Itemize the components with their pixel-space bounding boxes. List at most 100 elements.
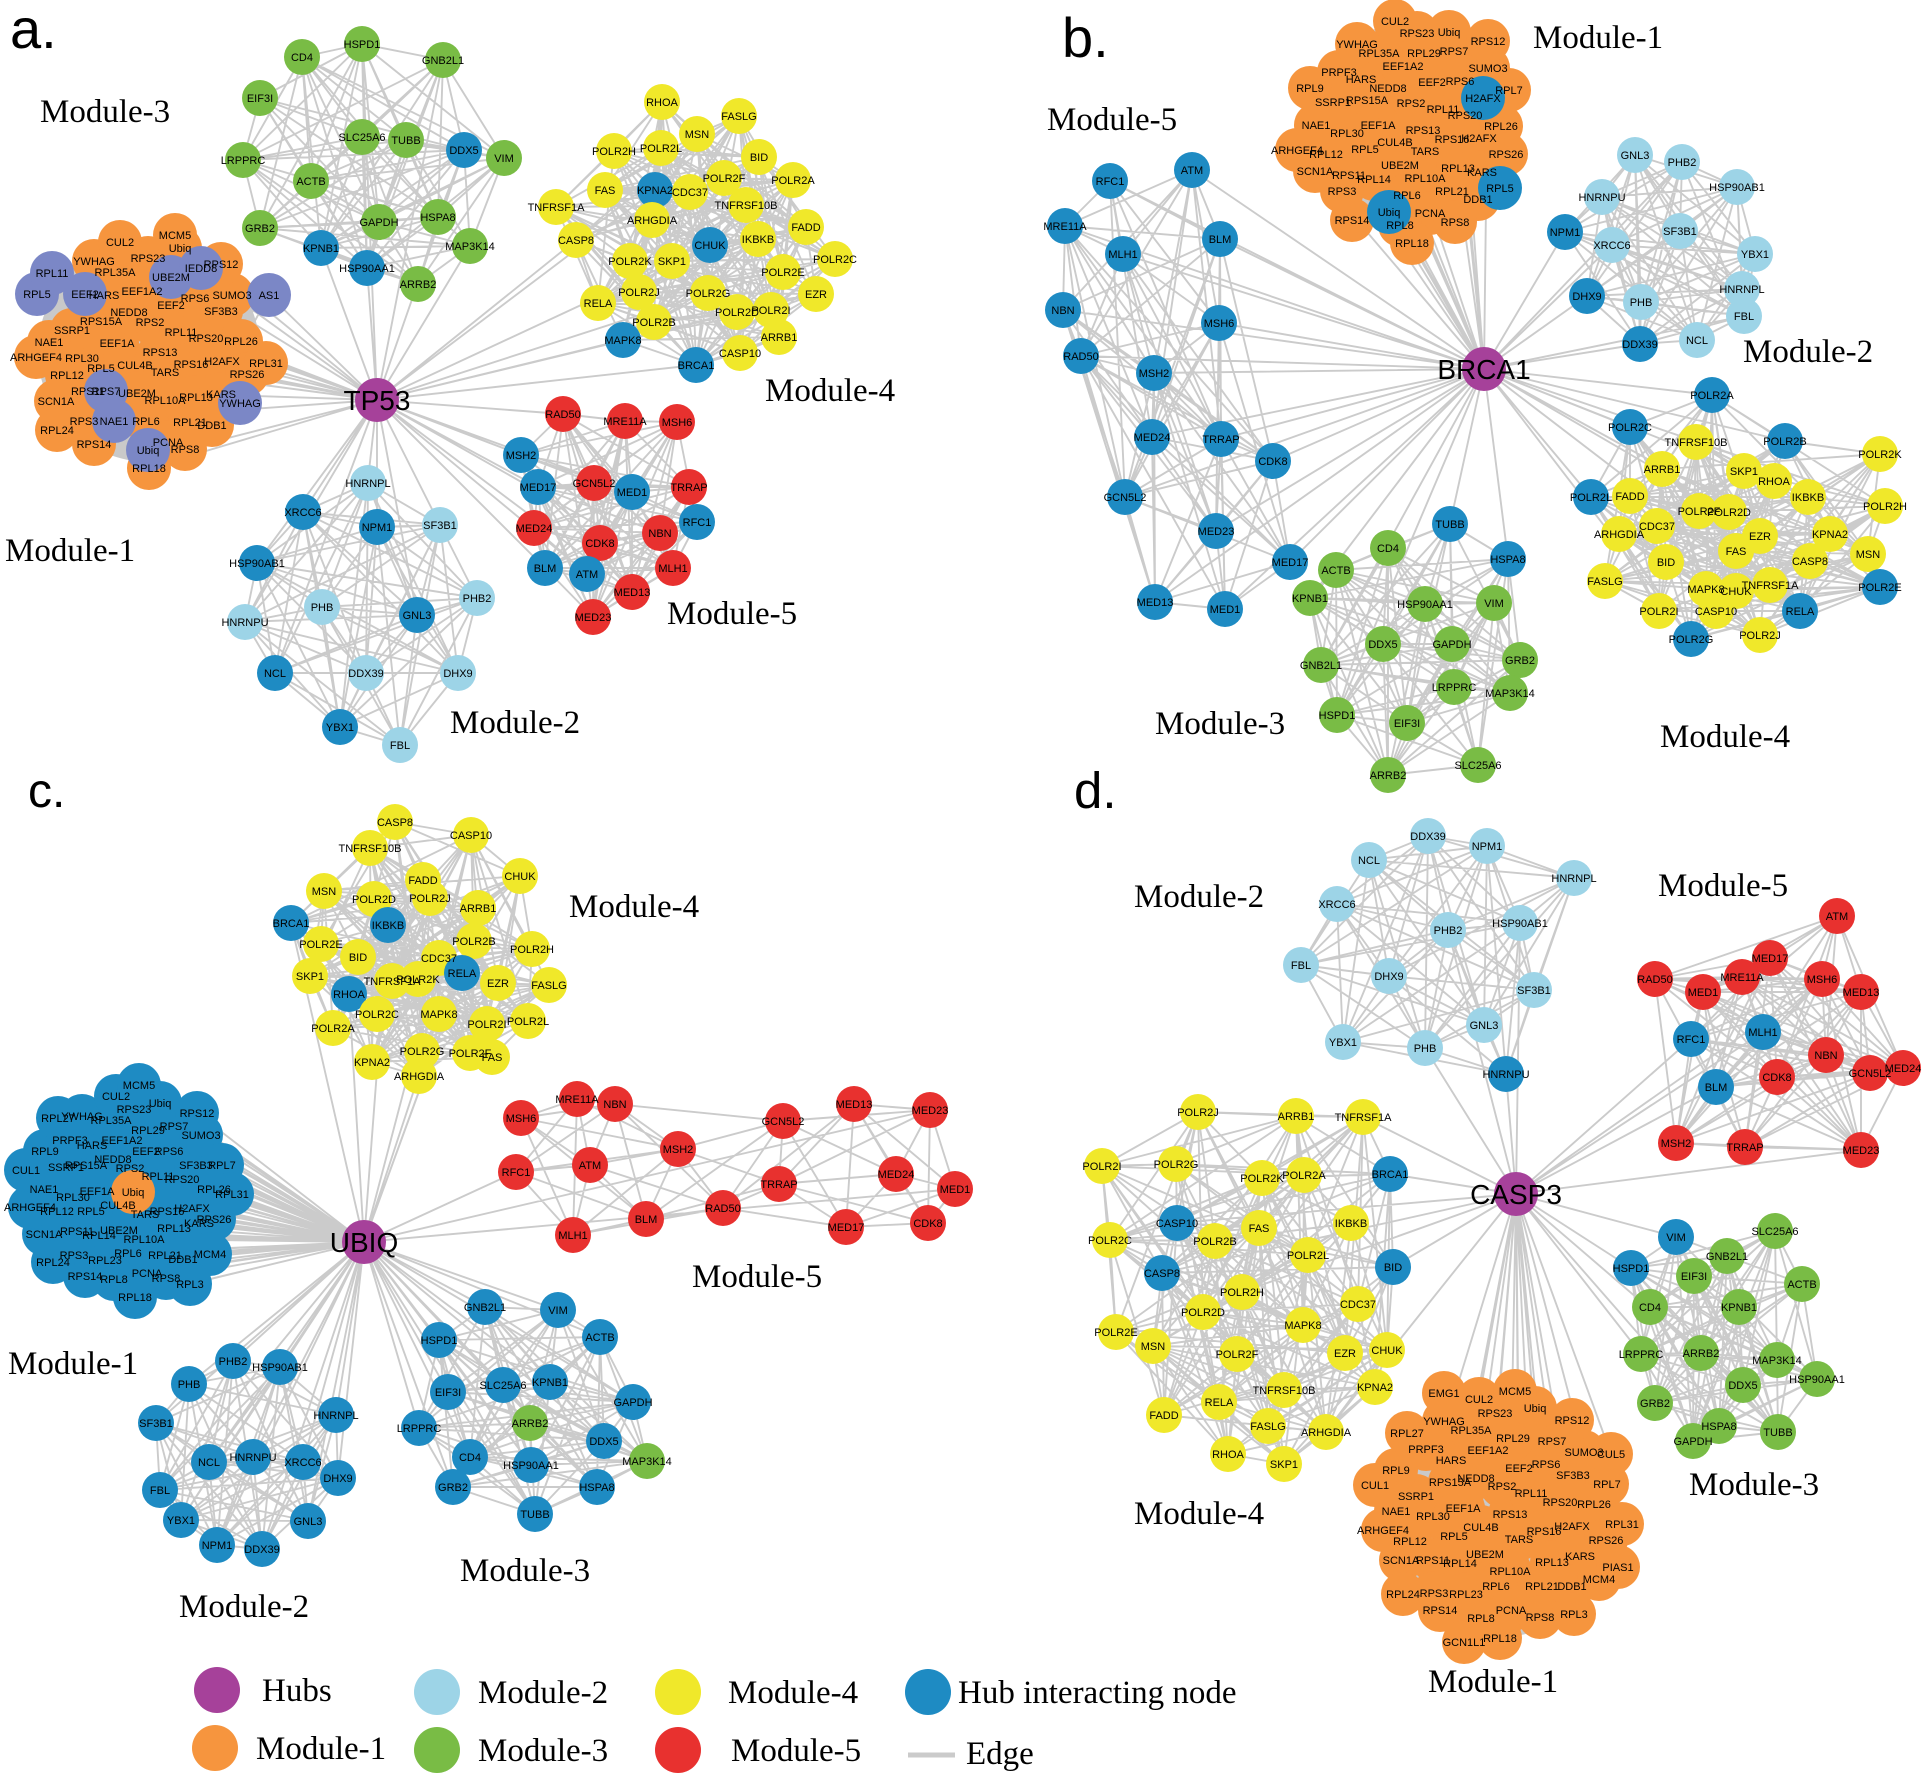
svg-text:BID: BID — [1384, 1262, 1402, 1274]
svg-text:UBE2M: UBE2M — [1381, 160, 1419, 172]
svg-text:YWHAG: YWHAG — [61, 1111, 103, 1123]
svg-text:EEF1A2: EEF1A2 — [1468, 1445, 1509, 1457]
svg-text:POLR2H: POLR2H — [510, 944, 554, 956]
svg-text:RAD50: RAD50 — [1063, 351, 1098, 363]
svg-text:POLR2C: POLR2C — [813, 254, 857, 266]
svg-text:EIF3I: EIF3I — [1394, 718, 1420, 730]
svg-text:CD4: CD4 — [291, 52, 313, 64]
svg-text:RPS12: RPS12 — [180, 1108, 215, 1120]
svg-text:Module-5: Module-5 — [1047, 102, 1177, 138]
svg-text:RPS13: RPS13 — [1406, 125, 1441, 137]
svg-text:MCM5: MCM5 — [123, 1080, 155, 1092]
svg-text:SF3B3: SF3B3 — [1556, 1470, 1590, 1482]
svg-text:RPL13: RPL13 — [1441, 163, 1475, 175]
svg-text:RPL5: RPL5 — [1351, 144, 1379, 156]
svg-text:TNFRSF1A: TNFRSF1A — [1335, 1112, 1393, 1124]
svg-text:CHUK: CHUK — [1371, 1345, 1403, 1357]
svg-text:POLR2L: POLR2L — [640, 143, 682, 155]
svg-text:RPS8: RPS8 — [152, 1273, 181, 1285]
svg-text:RPS20: RPS20 — [189, 333, 224, 345]
svg-text:RPL9: RPL9 — [31, 1146, 59, 1158]
svg-text:TRRAP: TRRAP — [1726, 1142, 1763, 1154]
svg-text:Ubiq: Ubiq — [1438, 27, 1461, 39]
svg-text:Module-1: Module-1 — [1533, 20, 1663, 56]
svg-text:MAPK8: MAPK8 — [1687, 584, 1724, 596]
svg-text:NAE1: NAE1 — [1302, 120, 1331, 132]
svg-text:TNFRSF1A: TNFRSF1A — [364, 976, 422, 988]
svg-text:HNRNPU: HNRNPU — [1482, 1069, 1529, 1081]
svg-text:RPL3: RPL3 — [176, 1279, 204, 1291]
svg-text:Module-2: Module-2 — [1743, 334, 1873, 370]
svg-text:VIM: VIM — [1484, 598, 1504, 610]
svg-text:CDK8: CDK8 — [913, 1218, 942, 1230]
svg-text:FAS: FAS — [482, 1052, 503, 1064]
svg-text:RPS3: RPS3 — [1420, 1588, 1449, 1600]
svg-text:RPS26: RPS26 — [1589, 1535, 1624, 1547]
svg-text:POLR2B: POLR2B — [1193, 1236, 1236, 1248]
svg-text:IKBKB: IKBKB — [1335, 1218, 1367, 1230]
svg-text:MLH1: MLH1 — [1108, 249, 1137, 261]
svg-text:LRPPRC: LRPPRC — [397, 1423, 442, 1435]
svg-text:POLR2H: POLR2H — [592, 146, 636, 158]
svg-text:SSRP1: SSRP1 — [48, 1162, 84, 1174]
svg-text:KPNA2: KPNA2 — [1812, 529, 1848, 541]
svg-text:DDB1: DDB1 — [1463, 194, 1492, 206]
svg-text:DDB1: DDB1 — [197, 420, 226, 432]
svg-text:VIM: VIM — [1666, 1232, 1686, 1244]
svg-text:RPS2: RPS2 — [136, 317, 165, 329]
svg-text:RPL10A: RPL10A — [124, 1234, 166, 1246]
svg-text:NEDD8: NEDD8 — [1369, 83, 1406, 95]
svg-text:KPNA2: KPNA2 — [1357, 1382, 1393, 1394]
svg-text:POLR2F: POLR2F — [449, 1048, 492, 1060]
svg-text:Ubiq: Ubiq — [137, 445, 160, 457]
svg-text:RPS2: RPS2 — [1397, 98, 1426, 110]
svg-text:SCN1A: SCN1A — [1297, 166, 1334, 178]
svg-text:YWHAG: YWHAG — [1336, 39, 1378, 51]
svg-text:DDX39: DDX39 — [1622, 339, 1657, 351]
svg-text:CDK8: CDK8 — [1762, 1072, 1791, 1084]
svg-text:RPL11: RPL11 — [142, 1171, 175, 1183]
svg-text:RPL5: RPL5 — [1440, 1531, 1468, 1543]
svg-text:CHUK: CHUK — [694, 240, 726, 252]
svg-text:PHB2: PHB2 — [1668, 157, 1697, 169]
svg-text:H2AFX: H2AFX — [1461, 133, 1497, 145]
svg-text:RPL24: RPL24 — [36, 1257, 70, 1269]
svg-text:RPS23: RPS23 — [131, 253, 166, 265]
svg-text:RPL5: RPL5 — [1486, 183, 1514, 195]
svg-text:MED1: MED1 — [1688, 987, 1719, 999]
svg-text:CASP10: CASP10 — [1156, 1218, 1198, 1230]
svg-text:RPL13: RPL13 — [157, 1223, 191, 1235]
svg-text:YWHAG: YWHAG — [73, 256, 115, 268]
svg-text:EEF1A2: EEF1A2 — [1383, 61, 1424, 73]
svg-text:RELA: RELA — [448, 968, 477, 980]
svg-text:POLR2A: POLR2A — [1690, 390, 1734, 402]
svg-text:HSPD1: HSPD1 — [421, 1335, 458, 1347]
svg-text:PCNA: PCNA — [1496, 1605, 1527, 1617]
svg-text:TNFRSF10B: TNFRSF10B — [715, 200, 778, 212]
svg-text:FBL: FBL — [150, 1485, 170, 1497]
svg-text:HSP90AB1: HSP90AB1 — [1492, 918, 1548, 930]
svg-text:RPS23: RPS23 — [117, 1104, 152, 1116]
svg-text:MED1: MED1 — [1210, 604, 1241, 616]
svg-text:DHX9: DHX9 — [1374, 971, 1403, 983]
svg-text:NCL: NCL — [264, 668, 286, 680]
svg-text:IEDD8: IEDD8 — [185, 263, 217, 275]
svg-text:NEDD8: NEDD8 — [94, 1154, 131, 1166]
svg-text:POLR2G: POLR2G — [1154, 1159, 1199, 1171]
svg-text:POLR2C: POLR2C — [1608, 422, 1652, 434]
svg-text:ACTB: ACTB — [1321, 565, 1350, 577]
svg-text:DDB1: DDB1 — [168, 1254, 197, 1266]
svg-text:Hub interacting node: Hub interacting node — [958, 1675, 1237, 1711]
svg-text:RPL24: RPL24 — [1386, 1589, 1420, 1601]
svg-text:RPL26: RPL26 — [197, 1184, 231, 1196]
svg-text:RPS2: RPS2 — [116, 1163, 145, 1175]
svg-text:NPM1: NPM1 — [1472, 841, 1503, 853]
svg-text:RPL14: RPL14 — [82, 1230, 116, 1242]
svg-text:MCM5: MCM5 — [1499, 1386, 1531, 1398]
svg-text:DDX5: DDX5 — [1368, 639, 1397, 651]
svg-text:POLR2I: POLR2I — [751, 305, 790, 317]
svg-text:Module-3: Module-3 — [1689, 1467, 1819, 1503]
svg-text:KPNB1: KPNB1 — [1292, 593, 1328, 605]
svg-text:POLR2G: POLR2G — [686, 288, 731, 300]
svg-text:POLR2I: POLR2I — [1639, 606, 1678, 618]
